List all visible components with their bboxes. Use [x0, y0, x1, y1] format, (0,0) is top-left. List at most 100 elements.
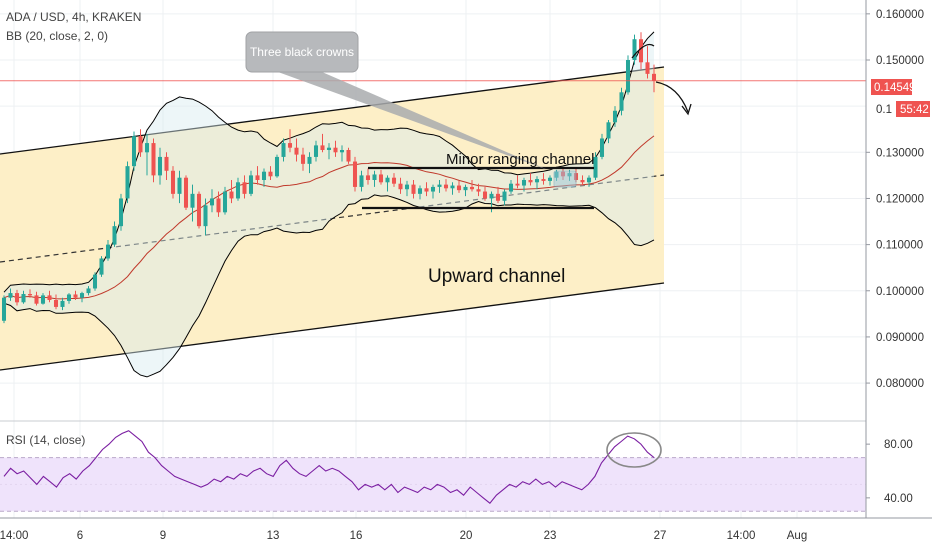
annotation-lines [0, 43, 866, 210]
candle [21, 290, 26, 304]
candle-body [430, 186, 436, 192]
candle-body [313, 145, 319, 157]
candle-body [625, 60, 631, 93]
countdown-badge-bg [896, 101, 930, 117]
candle-body [99, 258, 104, 275]
candle [352, 156, 358, 192]
candle-body [352, 161, 358, 187]
candle-body [411, 184, 416, 194]
candle [131, 131, 137, 171]
projection-arrowhead [681, 103, 692, 116]
candle [320, 133, 325, 153]
candle-body [638, 39, 644, 63]
candle [333, 140, 338, 157]
time-tick-label: 6 [77, 530, 83, 542]
channel-lower-line [0, 282, 665, 371]
candle-body [294, 147, 299, 155]
time-tick-label: 20 [460, 530, 473, 542]
candle-body [177, 177, 182, 194]
candle-body [619, 92, 624, 111]
candle [34, 291, 39, 306]
candle [47, 290, 52, 303]
rsi-highlight-ellipse [606, 432, 662, 468]
candle-body [235, 182, 241, 199]
time-tick-label: 27 [654, 530, 667, 542]
price-tick-label: 0.130000 [876, 147, 924, 159]
candle [599, 133, 605, 160]
candle-body [599, 138, 605, 157]
candle [456, 180, 462, 193]
candle [541, 173, 546, 185]
candle [268, 166, 273, 180]
candle-body [79, 293, 85, 298]
candle [177, 170, 182, 204]
candle [183, 175, 189, 210]
candle [300, 147, 306, 171]
price-badge: 0.145497 55:42 0.1 [871, 79, 930, 117]
candle-body [66, 294, 72, 301]
candle-body [138, 136, 143, 153]
candle [476, 183, 481, 197]
candle [528, 173, 533, 186]
candle [391, 173, 397, 187]
bollinger-bands [3, 31, 655, 378]
bb-lower-line [3, 194, 655, 378]
candle-body [391, 177, 397, 184]
price-tick-label: 0.080000 [876, 378, 924, 390]
candle [437, 180, 442, 193]
candle-body [372, 174, 377, 180]
candle [521, 177, 527, 192]
candle-body [437, 184, 442, 187]
time-tick-label: 9 [160, 530, 166, 542]
candle-body [86, 288, 91, 294]
candle-body [92, 274, 98, 289]
candle-body [515, 183, 520, 186]
candle [281, 138, 286, 162]
candle [326, 143, 332, 160]
time-tick-label: 16 [350, 530, 363, 542]
candle [378, 169, 384, 185]
candle-body [495, 193, 501, 201]
candle-body [417, 188, 423, 194]
candle [411, 180, 416, 199]
candle-body [27, 294, 33, 296]
candle [547, 175, 553, 186]
candle-body [651, 73, 657, 81]
candle-body [489, 193, 494, 199]
channel-upper-line [0, 66, 665, 155]
candle [619, 87, 624, 116]
candle [430, 184, 436, 199]
candle [417, 185, 423, 200]
candle-body [580, 180, 585, 183]
candle-body [359, 175, 364, 187]
rsi-line [3, 430, 655, 504]
rsi-tick-label: 80.00 [884, 439, 913, 451]
candle-body [632, 39, 637, 60]
candle [105, 240, 111, 261]
candle [612, 106, 618, 127]
minor-channel-label: Minor ranging channel [446, 151, 594, 168]
candle-body [118, 198, 124, 227]
time-tick-label: Aug [787, 530, 807, 542]
candle-body [521, 180, 527, 186]
candle-body [404, 184, 410, 190]
candle [79, 291, 85, 303]
candle [14, 289, 20, 306]
crowns-highlight [553, 170, 577, 188]
candle-body [157, 156, 163, 176]
candle [586, 175, 592, 187]
candle-body [196, 193, 202, 227]
candle-body [222, 191, 228, 213]
candle [157, 147, 163, 185]
callout-text: Three black crowns [250, 45, 354, 59]
candle [222, 186, 228, 215]
candle-body [300, 154, 306, 164]
candle [580, 175, 585, 186]
candle-body [541, 179, 546, 181]
candle-body [281, 143, 286, 157]
candle-body [398, 183, 403, 190]
candle [424, 182, 429, 197]
price-tick-label: 0.100000 [876, 286, 924, 298]
